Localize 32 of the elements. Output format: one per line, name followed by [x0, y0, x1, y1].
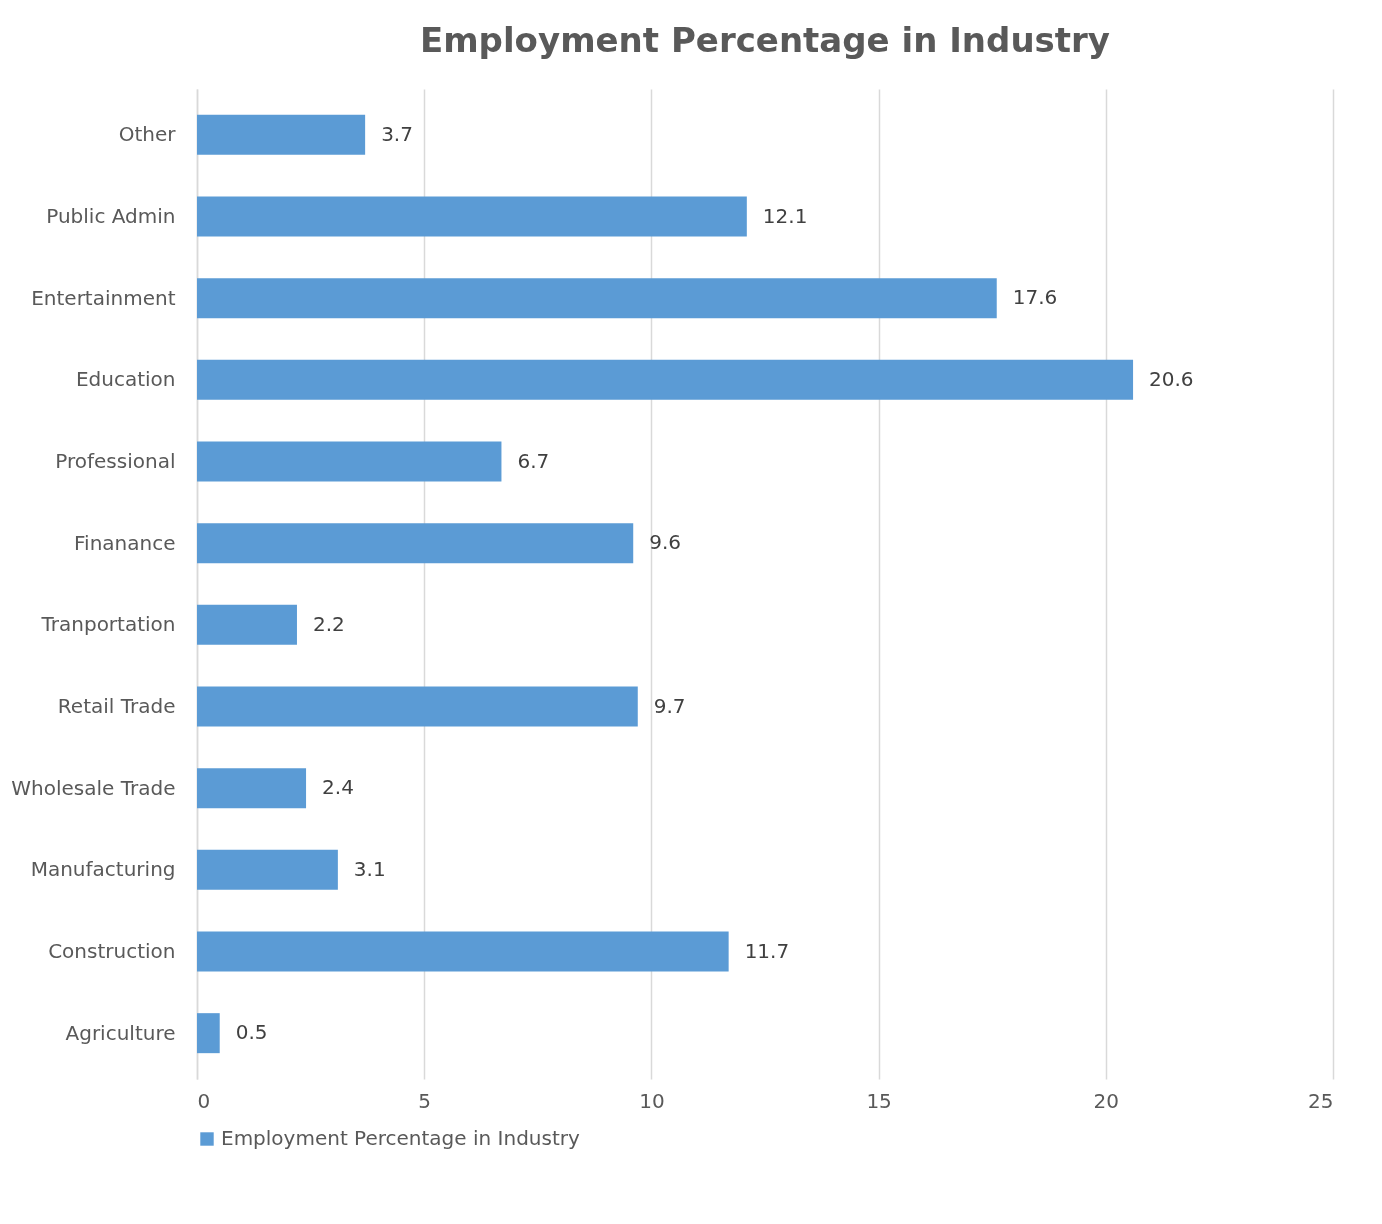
y-tick-label: Professional	[55, 449, 176, 473]
data-label: 2.2	[312, 611, 345, 636]
y-tick-label: Retail Trade	[57, 694, 176, 718]
data-label: 3.1	[353, 856, 386, 881]
y-tick-label: Education	[75, 367, 176, 392]
chart-title: Employment Percentage in Industry	[419, 20, 1111, 60]
x-tick-label: 20	[1093, 1088, 1120, 1113]
data-label: 12.1	[762, 203, 808, 228]
data-label: 9.6	[649, 530, 682, 555]
y-tick-label: Public Admin	[46, 204, 176, 228]
data-label: 0.5	[235, 1020, 268, 1045]
y-tick-label: Tranportation	[40, 612, 176, 637]
y-tick-label: Wholesale Trade	[11, 775, 176, 800]
data-label: 6.7	[517, 448, 550, 473]
y-tick-label: Agriculture	[65, 1020, 176, 1045]
y-tick-label: Other	[118, 122, 177, 147]
data-label: 20.6	[1149, 366, 1194, 391]
x-tick-label: 0	[197, 1088, 211, 1113]
y-tick-label: Finanance	[74, 530, 176, 555]
x-tick-label: 25	[1308, 1088, 1334, 1113]
x-tick-label: 15	[866, 1088, 892, 1113]
data-label: 3.7	[381, 121, 413, 146]
data-label: 9.7	[653, 693, 686, 718]
y-tick-label: Entertainment	[31, 285, 176, 310]
y-tick-label: Manufacturing	[30, 857, 176, 882]
data-label: 2.4	[322, 775, 354, 800]
data-label: 17.6	[1012, 285, 1058, 310]
legend-label: Employment Percentage in Industry	[221, 1126, 580, 1150]
x-tick-label: 10	[639, 1088, 665, 1113]
x-tick-label: 5	[418, 1088, 432, 1113]
y-tick-label: Construction	[48, 939, 176, 963]
data-label: 11.7	[744, 938, 790, 963]
